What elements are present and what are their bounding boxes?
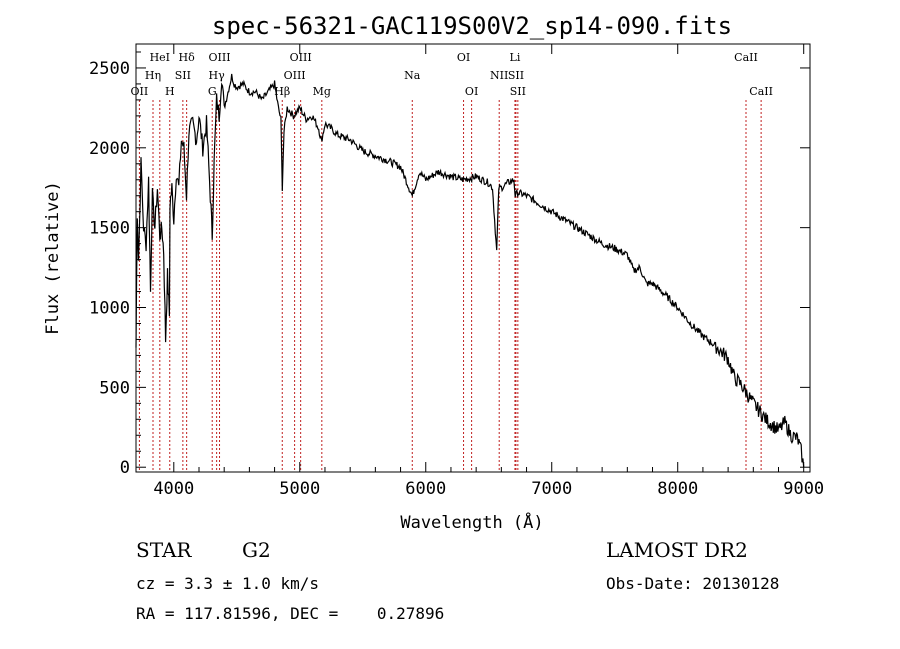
y-tick-label: 1500 [89, 219, 130, 239]
line-marker-label: OIII [284, 69, 306, 82]
line-marker-label: H [165, 85, 175, 98]
y-tick-label: 2000 [89, 139, 130, 159]
line-marker-label: SII [510, 85, 526, 98]
line-marker-label: CaII [749, 85, 773, 98]
line-marker-label: OIII [290, 51, 312, 64]
survey-name: LAMOST DR2 [606, 538, 748, 562]
chart-title: spec-56321-GAC119S00V2_sp14-090.fits [212, 12, 732, 40]
line-marker-label: Mg [313, 85, 331, 98]
y-tick-label: 2500 [89, 59, 130, 79]
line-marker-label: G [208, 85, 217, 98]
line-marker-label: Hγ [209, 69, 226, 82]
line-marker-label: NII [490, 69, 508, 82]
y-tick-label: 1000 [89, 299, 130, 319]
line-marker-label: Hδ [179, 51, 196, 64]
plot-frame [135, 43, 811, 473]
object-subclass: G2 [242, 538, 271, 562]
line-marker-label: HeI [150, 51, 170, 64]
x-tick-label: 7000 [531, 479, 572, 499]
line-marker-label: OI [465, 85, 478, 98]
x-tick-label: 8000 [657, 479, 698, 499]
x-tick-label: 9000 [783, 479, 824, 499]
x-tick-label: 6000 [405, 479, 446, 499]
line-marker-label: CaII [734, 51, 758, 64]
line-marker-label: Na [404, 69, 421, 82]
object-class: STAR [136, 538, 192, 562]
x-tick-label: 5000 [279, 479, 320, 499]
observation-date: Obs-Date: 20130128 [606, 574, 780, 593]
line-marker-label: Hβ [274, 85, 290, 98]
line-marker-label: Li [510, 51, 521, 64]
line-marker-label: OIII [208, 51, 230, 64]
coordinates: RA = 117.81596, DEC = 0.27896 [136, 604, 445, 623]
y-tick-label: 0 [120, 458, 130, 478]
x-axis-label: Wavelength (Å) [400, 511, 543, 533]
y-axis-label: Flux (relative) [43, 181, 63, 335]
redshift-cz: cz = 3.3 ± 1.0 km/s [136, 574, 320, 593]
line-marker-label: OI [457, 51, 470, 64]
line-marker-label: OII [131, 85, 149, 98]
x-tick-label: 4000 [153, 479, 194, 499]
ticks-layer: 4000 5000 6000 7000 8000 9000 0 500 1000 1500 2000… [89, 44, 824, 499]
line-marker-label: Hη [145, 69, 161, 82]
line-marker-label: SII [175, 69, 191, 82]
y-tick-label: 500 [99, 378, 130, 398]
line-marks-layer: OIIHηHeIHSIIHδGHγOIIIHβOIIIOIIIMgNaOIOIN… [131, 51, 773, 472]
spectrum-line [135, 73, 805, 468]
line-marker-label: SII [508, 69, 524, 82]
